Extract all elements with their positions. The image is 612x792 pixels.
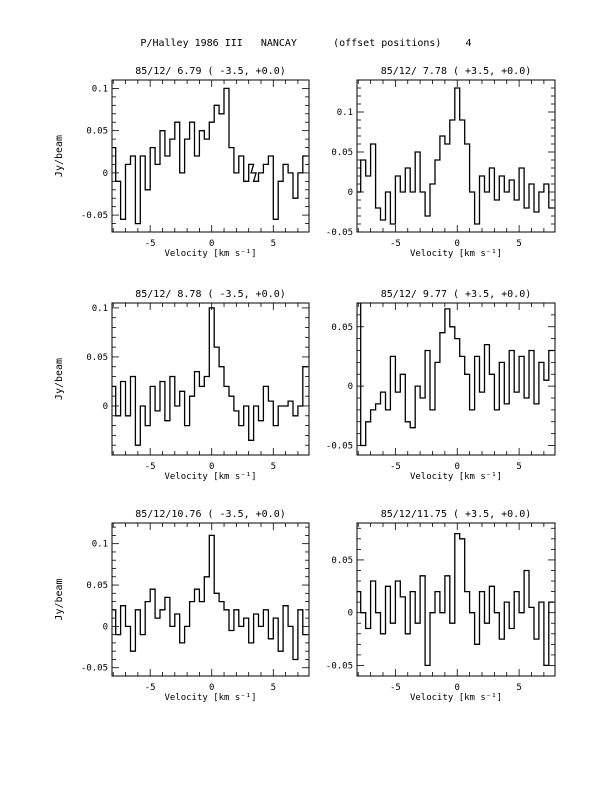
y-tick-label: -0.05	[81, 664, 108, 674]
plot-frame	[111, 302, 310, 456]
x-tick-label: 5	[271, 462, 276, 472]
y-tick-label: 0	[348, 609, 353, 619]
spectrum-panel-2: 85/12/ 7.78 ( +3.5, +0.0) -5 0 5 0.1 0.05 0 -0.…	[326, 66, 556, 259]
spectrum-panel-6: 85/12/11.75 ( +3.5, +0.0) -5 0 5 0.05 0 -0.05 V…	[326, 509, 556, 703]
spectrum-series	[112, 87, 308, 225]
x-axis-label: Velocity [km s⁻¹]	[164, 249, 256, 259]
x-axis-label: Velocity [km s⁻¹]	[164, 693, 256, 703]
x-tick-label: -5	[145, 462, 156, 472]
x-tick-label: 5	[516, 683, 521, 693]
panel-title: 85/12/11.75 ( +3.5, +0.0)	[381, 509, 532, 520]
y-axis-label: Jy/beam	[54, 135, 65, 177]
spectrum-panel-4: 85/12/ 9.77 ( +3.5, +0.0) -5 0 5 0.05 0 -0.05 V…	[326, 289, 556, 482]
x-axis-label: Velocity [km s⁻¹]	[410, 249, 502, 259]
y-tick-label: 0.1	[92, 84, 108, 94]
y-tick-label: 0.05	[86, 353, 108, 363]
y-axis-label: Jy/beam	[54, 578, 65, 620]
y-tick-label: 0.1	[92, 304, 108, 314]
y-tick-label: 0	[348, 188, 353, 198]
y-tick-label: 0.05	[331, 148, 353, 158]
x-tick-label: 0	[455, 462, 460, 472]
y-tick-label: 0.1	[92, 540, 108, 550]
panel-title: 85/12/ 7.78 ( +3.5, +0.0)	[381, 66, 532, 77]
panel-title: 85/12/ 6.79 ( -3.5, +0.0)	[135, 66, 286, 77]
spectrum-panel-1: 85/12/ 6.79 ( -3.5, +0.0) -5 0 5 0.1 0.05 0 -0.…	[54, 66, 310, 259]
x-tick-label: 0	[209, 462, 214, 472]
y-tick-label: -0.05	[326, 228, 353, 238]
x-tick-label: 5	[271, 683, 276, 693]
y-tick-label: 0.05	[86, 581, 108, 591]
y-tick-label: 0.05	[86, 127, 108, 137]
page-title: P/Halley 1986 III NANCAY (offset positio…	[140, 38, 472, 49]
plot-frame	[356, 522, 556, 677]
x-tick-label: 0	[209, 239, 214, 249]
spectrum-series	[112, 534, 308, 661]
spectrum-series	[112, 307, 308, 446]
x-tick-label: -5	[145, 239, 156, 249]
x-tick-label: -5	[390, 683, 401, 693]
x-tick-label: 0	[455, 239, 460, 249]
y-tick-label: 0.05	[331, 323, 353, 333]
x-axis-label: Velocity [km s⁻¹]	[164, 472, 256, 482]
x-tick-label: -5	[390, 462, 401, 472]
spectrum-series	[357, 532, 554, 667]
x-axis-label: Velocity [km s⁻¹]	[410, 693, 502, 703]
y-tick-label: -0.05	[326, 661, 353, 671]
plot-frame	[356, 302, 556, 456]
x-tick-label: 0	[209, 683, 214, 693]
spectrum-panel-3: 85/12/ 8.78 ( -3.5, +0.0)-5 0 50.10.050Vel…	[54, 289, 310, 482]
panel-title: 85/12/10.76 ( -3.5, +0.0)	[135, 509, 286, 520]
y-tick-label: 0.1	[337, 108, 353, 118]
x-axis-label: Velocity [km s⁻¹]	[410, 472, 502, 482]
plot-frame	[356, 79, 556, 233]
x-tick-label: -5	[390, 239, 401, 249]
plot-frame	[111, 522, 310, 677]
panel-title: 85/12/ 8.78 ( -3.5, +0.0)	[135, 289, 286, 300]
y-axis-label: Jy/beam	[54, 358, 65, 400]
y-tick-label: 0	[348, 382, 353, 392]
x-tick-label: 5	[271, 239, 276, 249]
x-tick-label: -5	[145, 683, 156, 693]
y-tick-label: -0.05	[81, 211, 108, 221]
y-tick-label: 0	[103, 402, 108, 412]
y-tick-label: 0	[103, 169, 108, 179]
panel-title: 85/12/ 9.77 ( +3.5, +0.0)	[381, 289, 532, 300]
x-tick-label: 5	[516, 239, 521, 249]
y-tick-label: -0.05	[326, 442, 353, 452]
spectrum-panel-5: 85/12/10.76 ( -3.5, +0.0) -5 0 5 0.1 0.05 0 -0.…	[54, 509, 310, 703]
y-tick-label: 0.05	[331, 556, 353, 566]
x-tick-label: 5	[516, 462, 521, 472]
spectrum-series	[357, 87, 554, 225]
x-tick-label: 0	[455, 683, 460, 693]
spectrum-series	[357, 303, 554, 447]
y-tick-label: 0	[103, 622, 108, 632]
